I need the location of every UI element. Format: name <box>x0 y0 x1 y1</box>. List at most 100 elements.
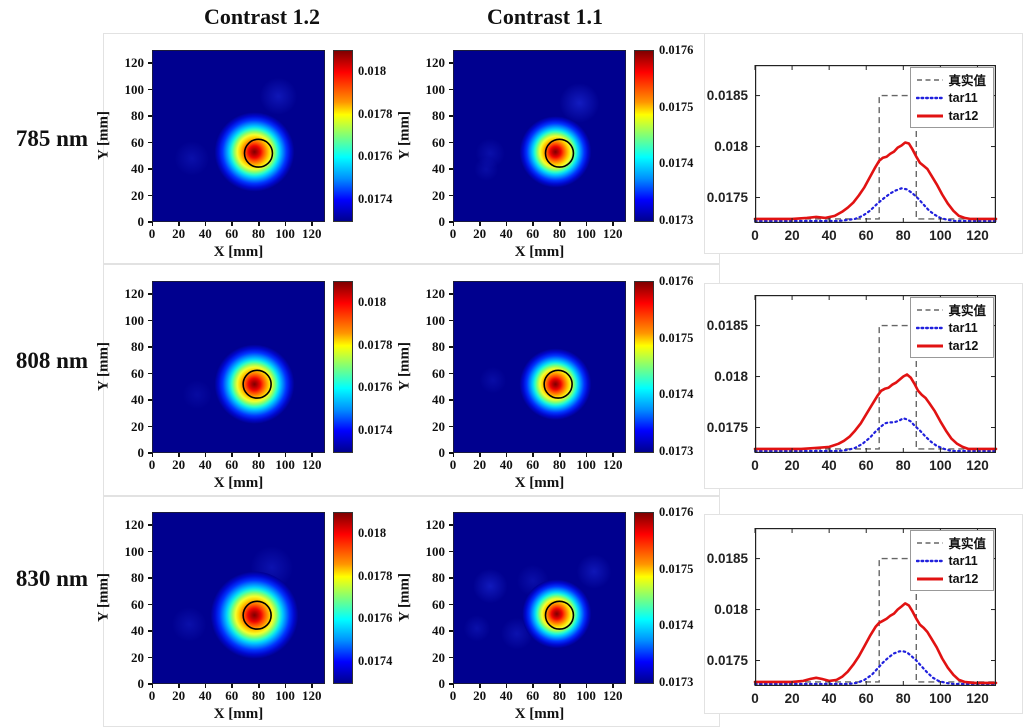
y-tick-label: 40 <box>131 392 144 408</box>
x-tick-mark <box>585 453 588 457</box>
y-tick-label: 0.018 <box>714 368 748 384</box>
colorbar-tick-label: 0.018 <box>358 64 387 79</box>
main-hotspot <box>522 579 592 649</box>
y-axis-label: Y [mm] <box>95 342 112 392</box>
heatmap-808nm-contrast-1-2: 0 20 40 60 80 100 120 0 20 40 60 80 100 120 X [mm] Y [m… <box>96 281 392 491</box>
colorbar-tick-label: 0.0176 <box>358 149 393 164</box>
x-axis-label: X [mm] <box>213 475 264 491</box>
y-tick-mark <box>449 319 453 322</box>
heatmap-plot <box>152 50 325 222</box>
series-tar11 <box>753 417 998 453</box>
y-tick-mark <box>148 630 152 632</box>
legend-label: tar11 <box>948 320 978 335</box>
x-axis-label: X [mm] <box>514 706 565 722</box>
y-tick-mark <box>148 293 152 295</box>
heatmap-plot <box>152 281 325 453</box>
y-tick-label: 0.0175 <box>706 419 748 435</box>
colorbar-tick-label: 0.0176 <box>659 274 694 288</box>
legend-line-sample-dotted <box>916 326 945 329</box>
row-label-830nm: 830 nm <box>15 566 89 591</box>
y-tick-label: 0 <box>137 676 145 691</box>
y-tick-mark <box>449 168 453 170</box>
x-tick-label: 20 <box>172 226 186 241</box>
x-tick-label: 20 <box>784 691 800 706</box>
colorbar-tick-label: 0.0175 <box>659 561 694 576</box>
x-tick-label: 120 <box>602 688 623 703</box>
x-tick-label: 0 <box>449 226 457 241</box>
y-tick-mark <box>148 399 152 401</box>
y-axis-label: Y [mm] <box>95 573 112 623</box>
faint-blob <box>576 554 612 589</box>
colorbar-tick-label: 0.0173 <box>659 213 694 227</box>
heatmap-830nm-contrast-1-2: 0 20 40 60 80 100 120 0 20 40 60 80 100 120 X [mm] Y [m… <box>96 512 392 722</box>
y-tick-mark <box>148 577 152 579</box>
y-tick-label: 40 <box>432 392 445 408</box>
x-tick-label: 120 <box>602 457 623 472</box>
x-tick-label: 100 <box>576 457 596 472</box>
profile-chart-785nm: 0 20 40 60 80 100 120 0.0175 0.018 0.0185 真实值 tar11… <box>707 65 998 243</box>
x-tick-mark <box>612 684 614 688</box>
colorbar-tick-label: 0.0176 <box>659 505 694 519</box>
x-tick-mark <box>452 222 455 226</box>
faint-blob <box>259 77 298 115</box>
legend-line-sample-solid <box>917 577 944 580</box>
y-tick-label: 0.018 <box>714 138 748 154</box>
series-tar11 <box>753 187 998 223</box>
legend-label: tar12 <box>948 571 979 586</box>
column-header-contrast-1-2: Contrast 1.2 <box>203 4 321 29</box>
target-circle <box>544 138 575 168</box>
x-tick-label: 100 <box>929 228 952 243</box>
x-tick-mark <box>311 222 313 226</box>
x-tick-mark <box>231 453 233 457</box>
x-tick-label: 100 <box>929 458 952 473</box>
heatmap-plot <box>453 50 626 222</box>
x-tick-mark <box>452 684 455 688</box>
profile-chart-830nm: 0 20 40 60 80 100 120 0.0175 0.018 0.0185 真实值 tar11… <box>707 528 998 706</box>
y-tick-mark <box>449 452 453 454</box>
heatmap-830nm-contrast-1-1: 0 20 40 60 80 100 120 0 20 40 60 80 100 120 X [mm] Y [m… <box>397 505 694 722</box>
y-tick-label: 0 <box>137 214 145 229</box>
y-tick-label: 120 <box>425 55 446 71</box>
y-tick-label: 100 <box>124 81 145 97</box>
colorbar-tick-label: 0.0176 <box>358 380 393 395</box>
x-tick-mark <box>532 684 534 688</box>
y-tick-mark <box>449 88 453 91</box>
x-tick-label: 120 <box>301 688 322 703</box>
x-tick-label: 20 <box>473 688 487 703</box>
x-tick-mark <box>505 453 508 457</box>
x-tick-label: 120 <box>602 226 623 241</box>
y-tick-label: 80 <box>432 570 445 586</box>
x-tick-mark <box>258 684 260 688</box>
y-tick-label: 0.0175 <box>706 652 748 668</box>
y-tick-label: 60 <box>432 134 445 150</box>
y-tick-mark <box>148 221 152 223</box>
x-tick-label: 60 <box>225 457 239 472</box>
y-tick-mark <box>148 550 152 553</box>
axes-border <box>755 65 997 224</box>
colorbar <box>333 512 353 684</box>
y-tick-label: 40 <box>432 161 445 177</box>
y-tick-mark <box>449 524 453 526</box>
x-tick-label: 60 <box>225 688 239 703</box>
y-tick-label: 80 <box>131 570 144 586</box>
y-tick-label: 20 <box>131 649 144 665</box>
y-tick-mark <box>148 346 152 348</box>
x-tick-label: 20 <box>172 688 186 703</box>
x-tick-mark <box>479 453 481 457</box>
y-tick-mark <box>148 452 152 454</box>
legend-label: tar11 <box>948 90 978 105</box>
colorbar-tick-label: 0.0174 <box>358 191 393 206</box>
y-tick-label: 120 <box>124 517 145 533</box>
y-tick-label: 100 <box>124 312 145 328</box>
series-tar12 <box>753 602 998 685</box>
x-tick-label: 20 <box>473 457 487 472</box>
y-axis-label: Y [mm] <box>396 342 413 392</box>
x-tick-label: 40 <box>198 226 212 241</box>
y-tick-label: 20 <box>432 187 445 203</box>
y-tick-mark <box>449 683 453 685</box>
x-tick-label: 100 <box>929 691 952 706</box>
x-tick-mark <box>284 222 287 226</box>
main-hotspot <box>214 112 295 192</box>
y-tick-label: 60 <box>131 365 144 381</box>
x-tick-label: 40 <box>499 688 513 703</box>
